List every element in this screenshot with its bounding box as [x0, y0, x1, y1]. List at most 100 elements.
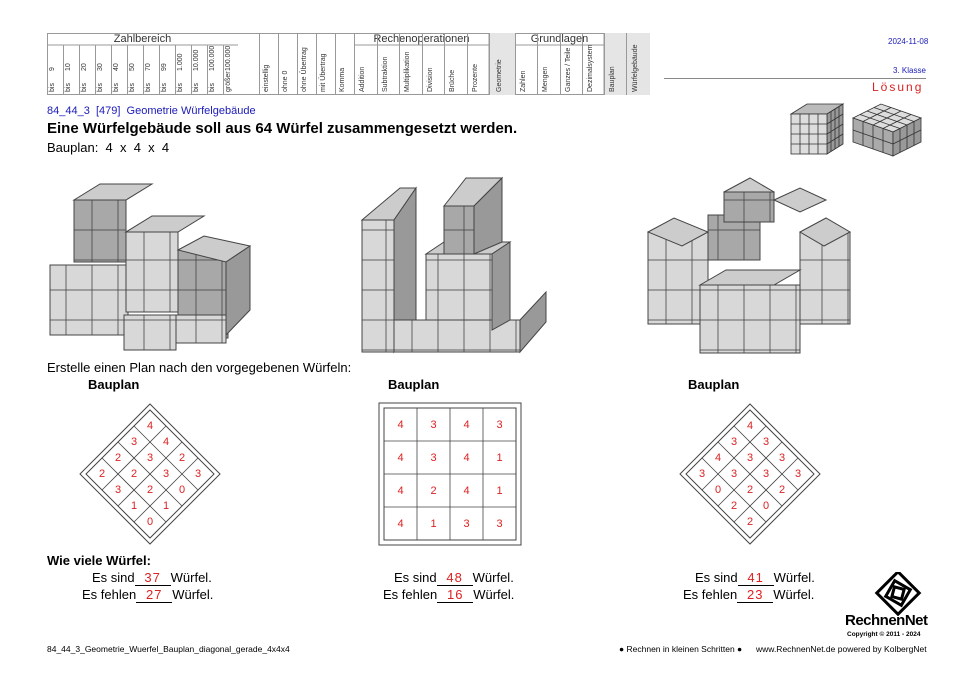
answer-3-fehlen: Es fehlen 23 Würfel.: [683, 587, 815, 603]
plan-cell: 3: [194, 468, 202, 480]
header-column-label: Prozente: [471, 63, 479, 92]
header-column: 100.000 größer: [223, 45, 240, 95]
header-column-label: bis: [113, 83, 120, 92]
header-column-label: Multiplikation: [404, 51, 412, 92]
plan-cell: 4: [397, 418, 404, 431]
plan-cell: 3: [496, 517, 503, 530]
header-column-value: 1.000: [177, 53, 184, 71]
header-column-label: Brüche: [449, 69, 457, 92]
header-column-label: Division: [426, 67, 434, 92]
plan-cell: 2: [146, 484, 154, 496]
header-column: 1.000 bis: [175, 45, 192, 95]
header-column: Addition: [354, 33, 378, 95]
category-zahlbereich: Zahlbereich: [113, 33, 172, 45]
plan-cell: 0: [178, 484, 186, 496]
plan-cell: 2: [730, 500, 738, 512]
header-column: 10.000 bis: [191, 45, 208, 95]
plan-cell: 4: [463, 451, 470, 464]
plan-cell: 3: [730, 468, 738, 480]
header-column-label: Mengen: [542, 66, 550, 92]
plan-1-frame: [79, 403, 221, 545]
plan-cell: 3: [778, 452, 786, 464]
header-column-label: bis: [193, 83, 200, 92]
plan-cell: 1: [430, 517, 437, 530]
plan-cell: 2: [178, 452, 186, 464]
plan-cell: 3: [114, 484, 122, 496]
header-column: 30 bis: [95, 45, 112, 95]
bauplan-label-3: Bauplan: [688, 377, 740, 392]
header-column-value: 10.000: [193, 49, 200, 71]
answer-3-fehlen-value: 23: [737, 587, 774, 603]
header-column: Division: [421, 33, 446, 95]
plan-cell: 2: [746, 484, 754, 496]
plan-3-frame: [679, 403, 821, 545]
plan-cell: 2: [130, 468, 138, 480]
cube-block-icon: [789, 103, 923, 157]
plan-cell: 2: [778, 484, 786, 496]
header-column: 99 bis: [159, 45, 176, 95]
header-column-label: bis: [161, 83, 168, 92]
header-column: Geometrie: [489, 33, 516, 95]
loesung-label: Lösung: [872, 80, 924, 94]
klasse-label: 3. Klasse: [893, 66, 926, 75]
answer-3-sind-value: 41: [737, 570, 774, 586]
plan-cell: 3: [162, 468, 170, 480]
header-column-value: 30: [97, 63, 104, 71]
answer-2-sind: Es sind 48 Würfel.: [394, 570, 514, 586]
copyright-text: Copyright © 2011 - 2024: [847, 631, 921, 638]
plan-cell: 2: [746, 516, 754, 528]
plan-cell: 3: [746, 452, 754, 464]
question-label: Wie viele Würfel:: [47, 553, 151, 568]
building-2: [360, 176, 547, 354]
header-column-label: einstellig: [262, 64, 270, 92]
plan-cell: 1: [130, 500, 138, 512]
plan-cell: 4: [714, 452, 722, 464]
plan-cell: 4: [463, 418, 470, 431]
header-column-value: 40: [113, 63, 120, 71]
plan-cell: 3: [146, 452, 154, 464]
task-code: 84_44_3: [47, 105, 90, 117]
header-column-label: Zahlen: [520, 70, 528, 92]
header-column: 40 bis: [111, 45, 128, 95]
header-column: Würfelgebäude: [626, 33, 650, 95]
plan-cell: 0: [146, 516, 154, 528]
header-column: Zahlen: [515, 33, 538, 95]
header-column-value: 50: [129, 63, 136, 71]
header-column-label: bis: [145, 83, 152, 92]
plan-cell: 0: [714, 484, 722, 496]
task-topic: Geometrie Würfelgebäude: [126, 105, 256, 117]
bauplan-label-1: Bauplan: [88, 377, 140, 392]
building-1: [49, 183, 252, 351]
header-column-label: Subtraktion: [381, 56, 389, 92]
plan-cell: 4: [397, 451, 404, 464]
topic-header-grid: Zahlbereich Rechenoperationen Grundlagen…: [47, 33, 650, 95]
header-column: 100.000 bis: [207, 45, 224, 95]
plan-cell: 2: [114, 452, 122, 464]
header-column-label: bis: [81, 83, 88, 92]
header-column: Bauplan: [604, 33, 627, 95]
footer-filename: 84_44_3_Geometrie_Wuerfel_Bauplan_diagon…: [47, 644, 290, 654]
answer-2-fehlen: Es fehlen 16 Würfel.: [383, 587, 515, 603]
instruction-text: Erstelle einen Plan nach den vorgegebene…: [47, 360, 352, 375]
plan-2-frame: [378, 402, 522, 546]
plan-cell: 4: [397, 517, 404, 530]
header-column-label: Addition: [359, 66, 367, 92]
plan-cell: 3: [698, 468, 706, 480]
header-column-label: ohne Übertrag: [300, 47, 308, 92]
plan-cell: 4: [463, 484, 470, 497]
footer-site: www.RechnenNet.de powered by KolbergNet: [756, 644, 927, 654]
header-column-label: bis: [49, 83, 56, 92]
plan-cell: 1: [496, 451, 503, 464]
plan-cell: 4: [746, 420, 754, 432]
plan-cell: 2: [98, 468, 106, 480]
header-column: ohne 0: [278, 33, 298, 95]
header-column-label: ohne 0: [281, 70, 289, 92]
header-column-label: Dezimalsystem: [586, 44, 594, 92]
header-column-label: bis: [177, 83, 184, 92]
task-meta: 84_44_3 [479] Geometrie Würfelgebäude: [47, 105, 256, 117]
header-column: 50 bis: [127, 45, 144, 95]
header-column-label: bis: [209, 83, 216, 92]
bauplan-line: Bauplan: 4 x 4 x 4: [47, 140, 170, 155]
header-column: Komma: [335, 33, 355, 95]
